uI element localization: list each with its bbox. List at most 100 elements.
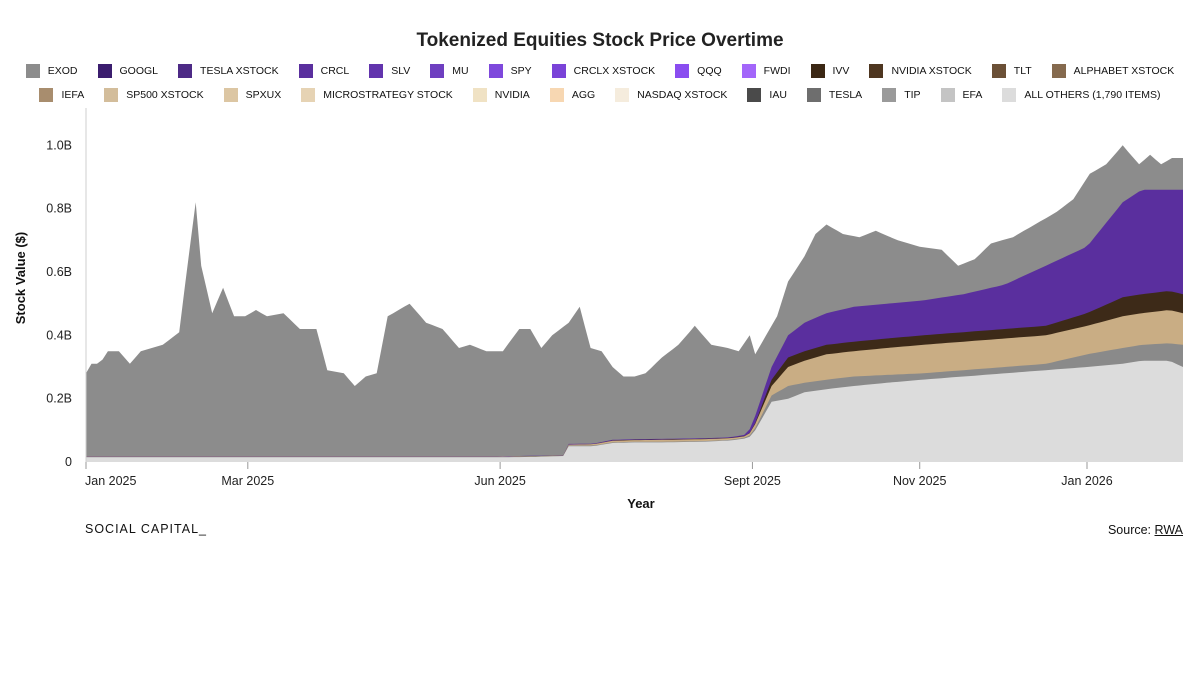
legend-label: IEFA bbox=[61, 89, 85, 101]
legend-label: SPY bbox=[510, 65, 532, 77]
legend-swatch bbox=[940, 88, 955, 102]
axes: 0 0.2B 0.4B 0.6B 0.8B 1.0B Jan 2025 Mar 2025 Jun… bbox=[46, 108, 1113, 488]
legend-swatch bbox=[1002, 88, 1017, 102]
legend-label: GOOGL bbox=[119, 65, 159, 77]
legend-item-crcl: CRCL bbox=[298, 64, 350, 78]
legend-label: SPXUX bbox=[245, 89, 282, 101]
legend-item-googl: GOOGL bbox=[97, 64, 159, 78]
source-link[interactable]: RWA bbox=[1154, 523, 1183, 537]
x-tick-label: Nov 2025 bbox=[893, 474, 947, 488]
x-tick-label: Mar 2025 bbox=[221, 474, 274, 488]
legend-label: ALPHABET XSTOCK bbox=[1073, 65, 1175, 77]
legend-swatch bbox=[369, 64, 384, 78]
legend-label: NVIDIA bbox=[494, 89, 530, 101]
legend-label: MU bbox=[452, 65, 469, 77]
legend-label: IVV bbox=[832, 65, 850, 77]
source-note: Source: RWA bbox=[1108, 523, 1183, 537]
legend-row-1: EXOD GOOGL TESLA XSTOCK CRCL SLV MU SPY CRCLX X… bbox=[0, 64, 1200, 78]
legend-label: CRCLX XSTOCK bbox=[573, 65, 656, 77]
legend-item-nasdaq-xstock: NASDAQ XSTOCK bbox=[615, 88, 727, 102]
area-all-others bbox=[86, 360, 1183, 462]
x-axis-title: Year bbox=[627, 496, 654, 511]
legend-swatch bbox=[223, 88, 238, 102]
legend-swatch bbox=[741, 64, 756, 78]
legend-item-sp500-xstock: SP500 XSTOCK bbox=[104, 88, 204, 102]
legend-label: ALL OTHERS (1,790 ITEMS) bbox=[1024, 89, 1161, 101]
x-tick-label: Jun 2025 bbox=[474, 474, 525, 488]
legend-label: TLT bbox=[1013, 65, 1032, 77]
legend-label: QQQ bbox=[697, 65, 722, 77]
legend-item-crclx-xstock: CRCLX XSTOCK bbox=[551, 64, 656, 78]
legend-label: AGG bbox=[571, 89, 596, 101]
legend-label: TESLA bbox=[828, 89, 863, 101]
legend-swatch bbox=[298, 64, 313, 78]
legend-swatch bbox=[472, 88, 487, 102]
legend-label: NASDAQ XSTOCK bbox=[637, 89, 728, 101]
legend-item-efa: EFA bbox=[940, 88, 983, 102]
x-tick-label: Jan 2025 bbox=[85, 474, 136, 488]
legend-swatch bbox=[178, 64, 193, 78]
legend-item-tesla-xstock: TESLA XSTOCK bbox=[178, 64, 279, 78]
legend-label: SLV bbox=[391, 65, 411, 77]
legend-item-nvidia-xstock: NVIDIA XSTOCK bbox=[869, 64, 972, 78]
y-tick-label: 0.4B bbox=[46, 328, 72, 342]
legend-swatch bbox=[615, 88, 630, 102]
legend-swatch bbox=[301, 88, 316, 102]
x-tick-label: Jan 2026 bbox=[1061, 474, 1112, 488]
y-axis-title: Stock Value ($) bbox=[13, 232, 28, 324]
legend-label: CRCL bbox=[320, 65, 350, 77]
source-prefix: Source: bbox=[1107, 523, 1155, 537]
legend-swatch bbox=[675, 64, 690, 78]
legend-item-ivv: IVV bbox=[810, 64, 850, 78]
legend-item-tesla: TESLA bbox=[806, 88, 863, 102]
legend-swatch bbox=[991, 64, 1006, 78]
legend-item-nvidia: NVIDIA bbox=[472, 88, 530, 102]
legend-swatch bbox=[1051, 64, 1066, 78]
brand-logo: SOCIAL CAPITAL_ bbox=[85, 522, 207, 536]
legend-swatch bbox=[810, 64, 825, 78]
legend-label: EXOD bbox=[47, 65, 78, 77]
legend-swatch bbox=[104, 88, 119, 102]
legend-item-agg: AGG bbox=[549, 88, 596, 102]
legend-swatch bbox=[25, 64, 40, 78]
legend-item-alphabet-xstock: ALPHABET XSTOCK bbox=[1051, 64, 1175, 78]
legend-row-2: IEFA SP500 XSTOCK SPXUX MICROSTRATEGY STOCK… bbox=[0, 88, 1200, 102]
legend-swatch bbox=[488, 64, 503, 78]
y-tick-label: 0.8B bbox=[46, 202, 72, 216]
legend-item-mu: MU bbox=[430, 64, 469, 78]
legend-label: MICROSTRATEGY STOCK bbox=[323, 89, 453, 101]
stacked-area-chart: 0 0.2B 0.4B 0.6B 0.8B 1.0B Jan 2025 Mar 2025 Jun… bbox=[13, 108, 1183, 511]
legend-item-all-others-1-790-items: ALL OTHERS (1,790 ITEMS) bbox=[1002, 88, 1161, 102]
legend-label: FWDI bbox=[763, 65, 791, 77]
legend-swatch bbox=[39, 88, 54, 102]
area-layers bbox=[86, 145, 1183, 463]
legend-swatch bbox=[97, 64, 112, 78]
legend-item-slv: SLV bbox=[369, 64, 410, 78]
legend-item-iefa: IEFA bbox=[39, 88, 84, 102]
legend-swatch bbox=[747, 88, 762, 102]
legend-item-fwdi: FWDI bbox=[741, 64, 791, 78]
legend-item-spxux: SPXUX bbox=[223, 88, 282, 102]
legend-label: TIP bbox=[904, 89, 921, 101]
y-tick-label: 1.0B bbox=[46, 138, 72, 152]
legend-swatch bbox=[551, 64, 566, 78]
legend-label: IAU bbox=[769, 89, 787, 101]
legend-item-tip: TIP bbox=[882, 88, 921, 102]
legend-swatch bbox=[430, 64, 445, 78]
legend-item-qqq: QQQ bbox=[675, 64, 722, 78]
y-tick-label: 0.6B bbox=[46, 265, 72, 279]
legend-swatch bbox=[806, 88, 821, 102]
legend-item-microstrategy-stock: MICROSTRATEGY STOCK bbox=[301, 88, 453, 102]
legend-item-tlt: TLT bbox=[991, 64, 1032, 78]
legend-swatch bbox=[549, 88, 564, 102]
legend-label: SP500 XSTOCK bbox=[126, 89, 204, 101]
legend-label: EFA bbox=[962, 89, 983, 101]
legend-label: TESLA XSTOCK bbox=[200, 65, 279, 77]
x-tick-label: Sept 2025 bbox=[724, 474, 781, 488]
legend-label: NVIDIA XSTOCK bbox=[891, 65, 972, 77]
y-tick-label: 0.2B bbox=[46, 392, 72, 406]
legend-item-spy: SPY bbox=[488, 64, 532, 78]
legend-swatch bbox=[882, 88, 897, 102]
legend-swatch bbox=[869, 64, 884, 78]
y-tick-label: 0 bbox=[65, 455, 72, 469]
